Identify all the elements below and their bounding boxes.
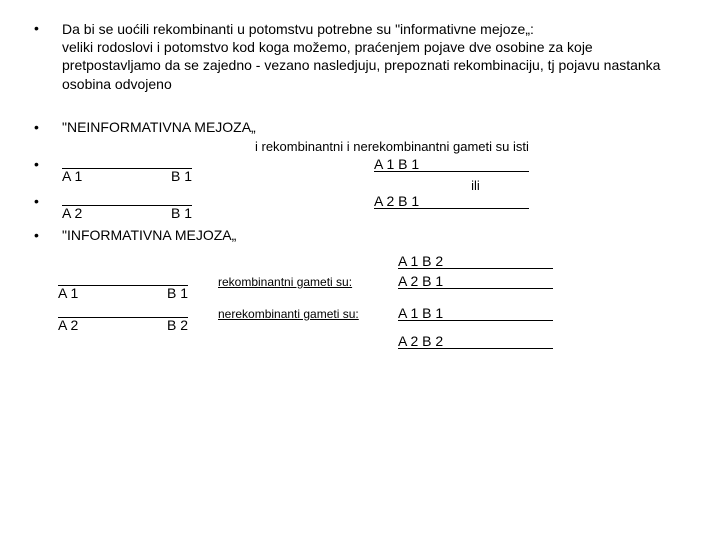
allele-a1: A 1: [398, 305, 418, 321]
allele-pair: A 1 B 1: [398, 305, 553, 321]
allele-pair: A 1 B 2: [398, 253, 553, 269]
bullet-item-1: • Da bi se uoćili rekombinanti u potomst…: [30, 20, 690, 93]
allele-a1: A 1: [374, 156, 394, 172]
inf-row-0: A 1 B 2: [58, 253, 690, 269]
inf-row-1: A 1 B 1 rekombinantni gameti su: A 2 B 1: [58, 273, 690, 289]
bullet-glyph: •: [30, 20, 62, 93]
allele-pair: A 2 B 2: [58, 317, 188, 318]
label-rekomb: rekombinantni gameti su:: [218, 275, 398, 289]
allele-pair: A 1 B 1: [374, 156, 529, 172]
allele-b2: B 2: [167, 317, 188, 333]
inf-row-3: A 2 B 2: [58, 333, 690, 349]
inf-row-2: A 2 B 2 nerekombinanti gameti su: A 1 B …: [58, 305, 690, 321]
neinf-row-2: • A 2 B 1 A 2 B 1: [30, 193, 690, 213]
allele-a1: A 1: [398, 253, 418, 269]
allele-pair: A 1 B 1: [58, 285, 188, 286]
allele-b1: B 1: [398, 156, 419, 172]
bullet-item-3: • "INFORMATIVNA MEJOZA„: [30, 227, 690, 243]
allele-b1: B 1: [171, 168, 192, 184]
allele-b1: B 1: [422, 273, 443, 289]
bullet-glyph: •: [30, 156, 62, 176]
allele-a2: A 2: [398, 273, 418, 289]
allele-b1: B 1: [171, 205, 192, 221]
allele-b2: B 2: [422, 333, 443, 349]
allele-pair: A 2 B 1: [62, 205, 192, 206]
allele-a2: A 2: [58, 317, 78, 333]
allele-b1: B 1: [167, 285, 188, 301]
para1-text: Da bi se uoćili rekombinanti u potomstvu…: [62, 20, 690, 93]
bullet-glyph: •: [30, 193, 62, 213]
bullet-glyph: •: [30, 119, 62, 135]
allele-pair: A 2 B 1: [398, 273, 553, 289]
allele-a1: A 1: [62, 168, 82, 184]
allele-b1: B 1: [422, 305, 443, 321]
allele-a2: A 2: [374, 193, 394, 209]
allele-a2: A 2: [398, 333, 418, 349]
bullet-glyph: •: [30, 227, 62, 243]
allele-b2: B 2: [422, 253, 443, 269]
neinf-row-1: • A 1 B 1 A 1 B 1: [30, 156, 690, 176]
label-nerekomb: nerekombinanti gameti su:: [218, 307, 398, 321]
allele-pair: A 1 B 1: [62, 168, 192, 169]
allele-pair: A 2 B 2: [398, 333, 553, 349]
allele-a1: A 1: [58, 285, 78, 301]
neinf-subtext: i rekombinantni i nerekombinantni gameti…: [255, 139, 690, 154]
allele-a2: A 2: [62, 205, 82, 221]
bullet-item-2: • "NEINFORMATIVNA MEJOZA„: [30, 119, 690, 135]
heading-informativna: "INFORMATIVNA MEJOZA„: [62, 227, 690, 243]
allele-pair: A 2 B 1: [374, 193, 529, 209]
ili-text: ili: [398, 178, 553, 193]
heading-neinformativna: "NEINFORMATIVNA MEJOZA„: [62, 119, 690, 135]
allele-b1: B 1: [398, 193, 419, 209]
